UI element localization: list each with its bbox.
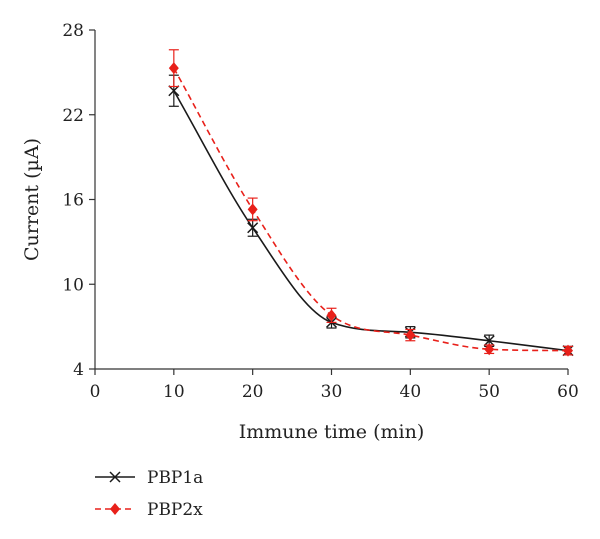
y-tick-label: 10 [62, 275, 84, 295]
x-tick-label: 10 [163, 382, 185, 402]
data-point [247, 203, 258, 216]
series-pbp2x [168, 49, 573, 357]
x-tick-label: 50 [478, 382, 500, 402]
legend-label: PBP2x [147, 500, 203, 520]
ticks: 0 10 20 30 40 50 60 4 10 16 22 28 [62, 21, 578, 402]
y-tick-label: 22 [62, 106, 84, 126]
y-tick-label: 16 [62, 191, 84, 211]
data-point [168, 62, 179, 75]
data-point [168, 85, 180, 97]
y-tick-label: 28 [62, 21, 84, 41]
series-line-pbp2x [173, 67, 569, 352]
legend-item-pbp1a: PBP1a [95, 468, 203, 488]
data-point [563, 344, 573, 357]
x-tick-label: 40 [400, 382, 422, 402]
legend-marker [109, 471, 121, 483]
data-point [484, 343, 495, 356]
data-point [247, 222, 259, 234]
x-axis-title: Immune time (min) [239, 421, 424, 443]
y-tick-label: 4 [73, 360, 84, 380]
x-tick-label: 60 [557, 382, 579, 402]
x-tick-label: 30 [321, 382, 343, 402]
data-point [483, 335, 495, 347]
series-pbp1a [168, 74, 574, 357]
legend-marker [110, 503, 120, 515]
x-tick-label: 20 [242, 382, 264, 402]
series-line-pbp1a [173, 90, 569, 352]
data-point [405, 329, 416, 342]
y-axis-title: Current (µA) [21, 138, 43, 261]
legend: PBP1a PBP2x [95, 468, 203, 520]
data-point [326, 309, 337, 322]
x-tick-label: 0 [90, 382, 101, 402]
legend-item-pbp2x: PBP2x [95, 500, 203, 520]
series [168, 49, 574, 357]
legend-label: PBP1a [147, 468, 203, 488]
